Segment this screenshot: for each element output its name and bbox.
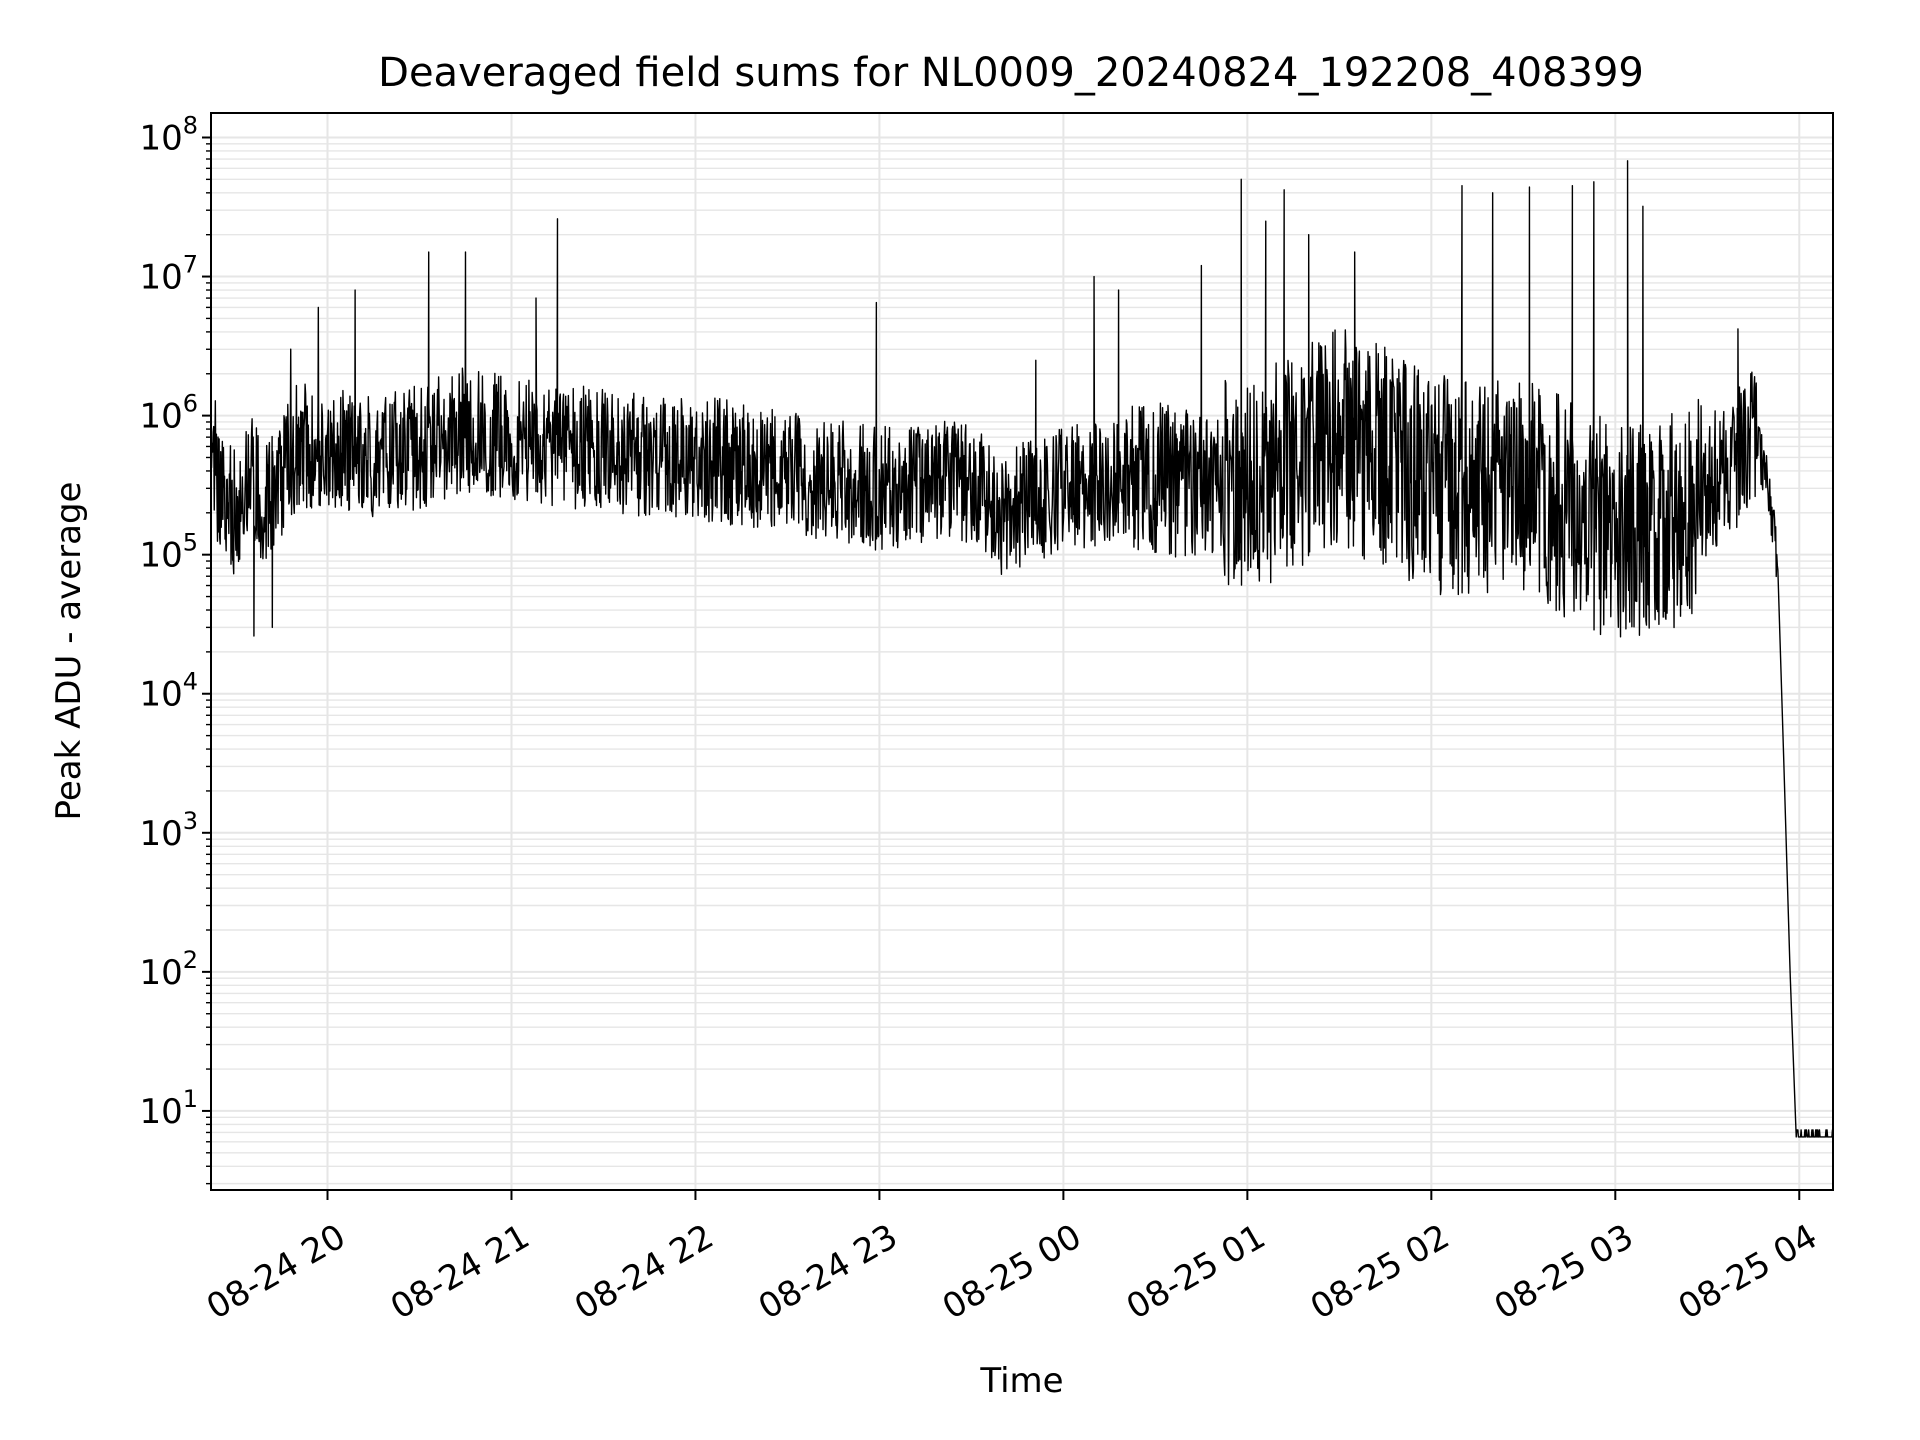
- y-tick-label: 105: [139, 529, 198, 576]
- y-tick-label: 103: [139, 807, 198, 854]
- chart-title: Deaveraged field sums for NL0009_2024082…: [378, 50, 1644, 96]
- y-tick-label: 108: [139, 111, 198, 158]
- y-tick-label: 107: [139, 251, 198, 298]
- y-axis-ticks: 101 102 103 104 105 106 107 108: [139, 111, 211, 1185]
- y-tick-label: 104: [139, 668, 198, 715]
- data-series-layer: [210, 160, 1834, 1138]
- y-axis-label: Peak ADU - average: [49, 482, 89, 821]
- y-tick-label: 106: [139, 390, 198, 437]
- y-tick-label: 102: [139, 946, 198, 993]
- x-axis-label: Time: [979, 1361, 1063, 1401]
- peak-adu-series-line: [210, 160, 1834, 1138]
- y-tick-label: 101: [139, 1085, 198, 1132]
- grid-layer: [211, 113, 1833, 1190]
